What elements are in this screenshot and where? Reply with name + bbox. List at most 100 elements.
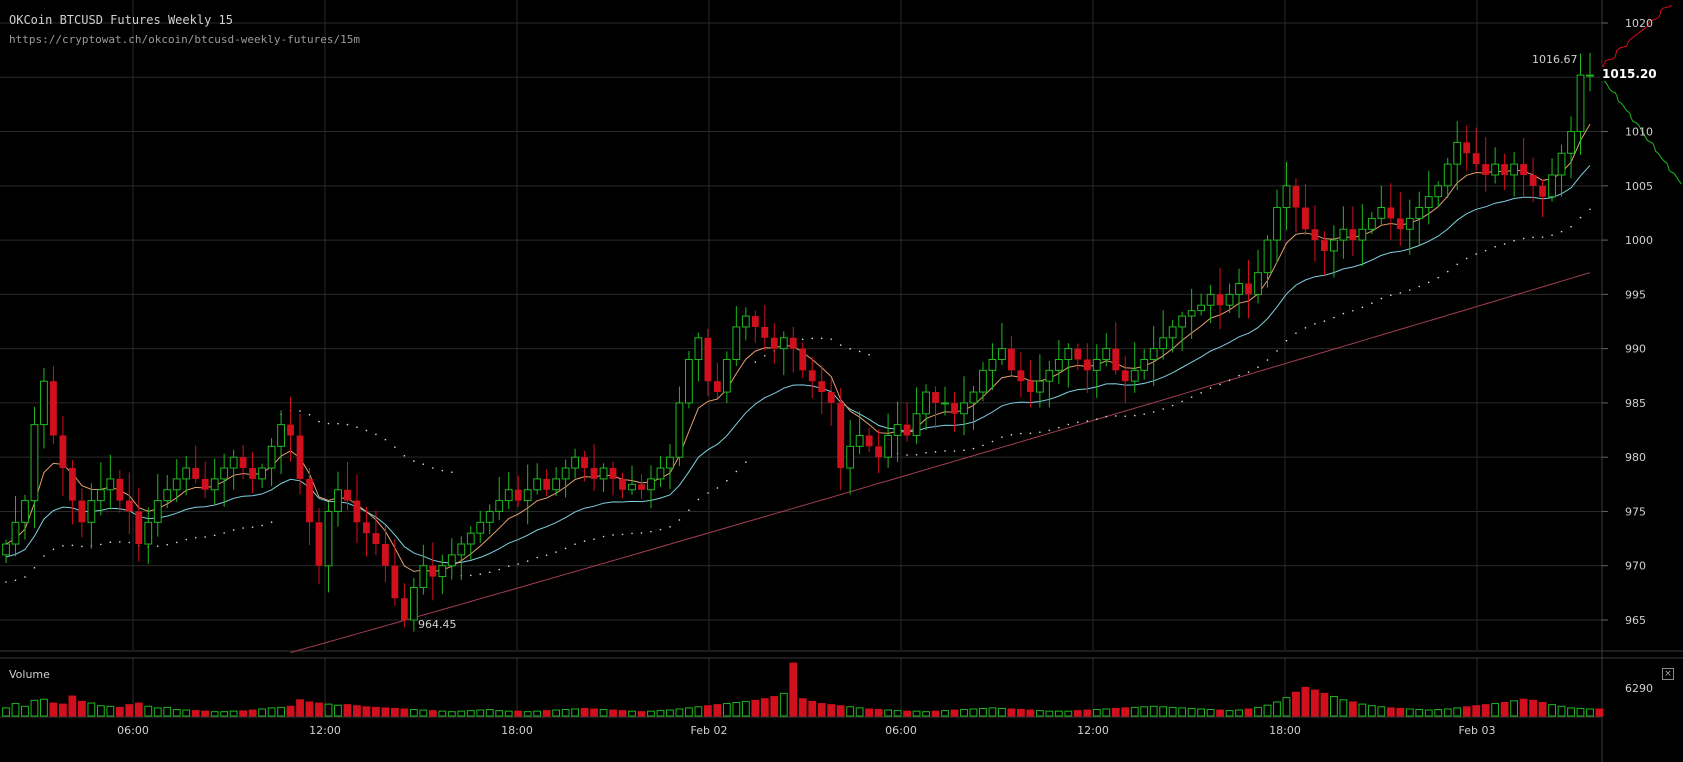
candle-body-up [855,434,864,447]
sar-dot [507,565,510,568]
volume-bar-up [675,708,684,717]
sar-dot [868,353,870,356]
sar-dot [612,534,614,536]
volume-bar-up [1453,707,1462,717]
sar-dot [384,438,387,441]
sar-dot [1380,297,1383,300]
candle-body-up [666,456,674,469]
sar-dot [1570,225,1572,228]
sar-dot [1503,243,1506,245]
sar-dot [356,426,358,428]
volume-bar-down [903,710,911,717]
volume-bar-up [855,707,864,717]
volume-bar-up [1415,709,1424,717]
volume-bar-up [419,709,428,717]
candle-body-down [391,565,399,599]
volume-bar-down [770,696,779,717]
price-tick-label: 1000 [1625,234,1653,247]
sar-dot [1143,413,1146,415]
chart-title: OKCoin BTCUSD Futures Weekly 15 [9,13,233,27]
volume-bar-up [779,692,788,717]
candle-body-down [1112,348,1120,371]
chart-url[interactable]: https://cryptowat.ch/okcoin/btcusd-weekl… [9,33,360,46]
candle-body-up [1576,74,1585,133]
volume-bar-down [1026,709,1035,717]
ema-fast-line [5,123,1591,573]
candle-body-up [258,467,266,480]
candle-body-up [1358,228,1367,241]
volume-bar-down [798,698,807,717]
candle-body-up [1548,174,1556,198]
volume-bar-up [1263,704,1272,717]
sar-dot [1162,408,1164,410]
sar-dot [204,536,206,538]
candle-body-up [561,467,570,480]
volume-bar-down [1121,707,1130,717]
candle-body-up [1178,315,1187,328]
time-tick-label: 06:00 [117,724,149,737]
price-tick-label: 995 [1625,288,1646,301]
candle-body-down [239,457,247,469]
candle-body-up [324,510,333,567]
candle-body-up [1339,228,1348,241]
volume-bar-up [1054,710,1063,717]
candle-body-down [1026,381,1034,393]
sar-dot [1238,374,1240,377]
volume-bar-up [666,709,674,717]
candle-body-down [789,337,797,349]
sar-dot [1446,270,1449,273]
volume-bar-up [884,709,893,717]
time-tick-label: 18:00 [501,724,533,737]
sar-dot [1323,320,1326,322]
sar-dot [1465,257,1468,260]
price-tick-label: 975 [1625,505,1646,518]
candle-body-down [770,337,778,349]
sar-dot [1266,359,1269,361]
sar-dot [242,527,244,529]
sar-dot [678,519,681,521]
candle-body-up [87,500,96,523]
candle-body-up [210,478,219,491]
sar-dot [640,532,643,534]
ema-slow-line [5,165,1591,564]
volume-bar-down [1462,706,1471,717]
candle-body-up [647,478,655,491]
candle-body-down [808,370,816,382]
candle-body-up [988,358,997,371]
candle-body-down [1121,370,1129,382]
candle-body-down [306,478,313,523]
sar-dot [1276,350,1278,352]
candle-body-down [951,402,958,414]
last-price-tag: 1015.20 [1600,67,1659,81]
volume-bar-up [409,709,418,717]
candle-body-up [523,489,532,502]
volume-bar-up [1235,709,1243,717]
volume-bar-up [1168,706,1177,717]
candle-body-up [1045,369,1054,382]
sar-dot [1333,316,1335,319]
candle-body-up [979,369,987,393]
candle-body-down [875,446,883,458]
sar-dot [52,548,55,551]
price-tick-label: 990 [1625,343,1646,356]
price-tick-label: 1020 [1625,17,1653,30]
volume-bar-down [760,698,769,717]
volume-bar-up [504,710,513,717]
volume-bar-down [1320,692,1329,717]
sar-dot [432,467,434,469]
sar-dot [479,573,482,576]
candle-body-up [1149,348,1158,360]
candle-body-down [372,533,380,545]
sar-dot [327,422,330,425]
volume-bar-up [334,704,342,717]
volume-bar-up [172,709,181,717]
sar-dot [697,498,700,501]
close-icon[interactable]: × [1662,668,1674,680]
candle-body-up [504,489,513,502]
sar-dot [811,337,814,340]
volume-bar-down [125,704,134,717]
volume-bar-down [713,704,722,717]
candle-body-up [1491,163,1500,176]
